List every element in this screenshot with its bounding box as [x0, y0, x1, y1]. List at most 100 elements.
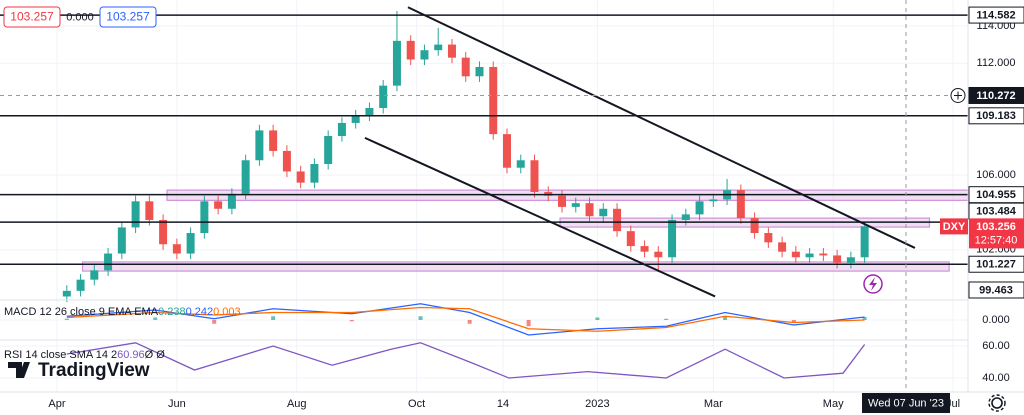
- candle-body: [736, 190, 745, 219]
- candle-body: [434, 44, 443, 51]
- candle-body: [516, 160, 525, 168]
- time-crosshair-tag: Wed 07 Jun '23: [862, 393, 950, 413]
- y-tick-label: 112.000: [977, 57, 1016, 69]
- price-line-tag-label: 101.227: [976, 259, 1016, 271]
- candle-body: [172, 244, 181, 254]
- candle-body: [255, 130, 264, 161]
- time-crosshair-label: Wed 07 Jun '23: [868, 397, 944, 409]
- indicator-line: [66, 303, 865, 336]
- price-line-tag: 101.227: [968, 255, 1024, 273]
- logo: [8, 362, 30, 378]
- settings-icon[interactable]: [988, 394, 1006, 412]
- candle-body: [640, 246, 649, 252]
- x-tick-label: Oct: [408, 398, 425, 410]
- candle-body: [145, 201, 154, 220]
- candle-body: [324, 136, 333, 164]
- macd-histogram-bar: [723, 316, 728, 320]
- macd-histogram-bar: [862, 317, 867, 320]
- price-tag-label: 99.463: [979, 284, 1013, 296]
- indicator-value: 0.003: [213, 306, 241, 318]
- indicator-legend: RSI 14 close SMA 14 260.96Ø Ø: [4, 349, 165, 361]
- candle-body: [860, 226, 869, 258]
- candle-body: [681, 214, 690, 220]
- candle-body: [819, 253, 828, 256]
- candle-body: [296, 171, 305, 183]
- macd-histogram-bar: [526, 320, 531, 327]
- candle-body: [544, 191, 553, 196]
- candle-body: [227, 193, 236, 209]
- x-tick-label: Mar: [704, 398, 723, 410]
- indicator-title: RSI 14 close SMA 14 2: [4, 349, 117, 361]
- candle-body: [709, 199, 718, 202]
- candle-body: [379, 85, 388, 109]
- price-line-tag: 103.484: [968, 202, 1024, 220]
- price-line-tag-box: [968, 255, 1024, 273]
- price-line-tag: 104.955: [968, 186, 1024, 204]
- candle-body: [447, 44, 456, 58]
- candle-body: [76, 279, 85, 291]
- macd-histogram-bar: [153, 317, 158, 320]
- candle-body: [585, 203, 594, 217]
- candle-body: [805, 253, 814, 258]
- crosshair-plus[interactable]: [950, 87, 966, 103]
- price-tag: 99.463: [968, 281, 1024, 299]
- indicator-value: 0.238: [158, 306, 186, 318]
- candle-body: [461, 57, 470, 77]
- y-tick-label: 40.00: [982, 372, 1010, 384]
- crosshair-tag-label: 110.272: [976, 90, 1015, 102]
- candle-body: [654, 251, 663, 258]
- price-tag-box: [968, 281, 1024, 299]
- symbol-tag: DXY: [940, 218, 968, 235]
- symbol-label: DXY: [943, 221, 966, 233]
- candle-body: [159, 219, 168, 245]
- macd-histogram-bar: [418, 316, 423, 320]
- y-tick-label: 0.000: [982, 314, 1010, 326]
- sell-box[interactable]: [3, 6, 61, 28]
- price-line-tag: 109.183: [968, 107, 1024, 125]
- candle-body: [791, 251, 800, 258]
- candle-body: [750, 218, 759, 234]
- buy-box[interactable]: [99, 6, 157, 28]
- candle-body: [778, 242, 787, 252]
- price-line-tag-box: [968, 6, 1024, 24]
- alert-icon[interactable]: [863, 274, 883, 294]
- plus-sign: [954, 91, 962, 100]
- x-tick-label: 14: [497, 398, 509, 410]
- macd-histogram-bar: [64, 318, 69, 320]
- candle-body: [337, 122, 346, 137]
- crosshair-tag-box: [968, 86, 1024, 104]
- indicator-extra: Ø Ø: [145, 349, 166, 361]
- candle-body: [406, 40, 415, 60]
- price-line-tag-label: 114.582: [976, 9, 1015, 21]
- candle-body: [365, 108, 374, 116]
- last-price-box: [969, 218, 1024, 249]
- candle-body: [200, 201, 209, 234]
- candle-body: [351, 115, 360, 123]
- candle-body: [599, 208, 608, 217]
- candle-body: [310, 163, 319, 183]
- candle-body: [117, 227, 126, 254]
- y-tick-label: 106.000: [976, 169, 1016, 181]
- buy-price: 103.257: [106, 10, 150, 24]
- price-line-tag-label: 109.183: [976, 110, 1016, 122]
- candle-body: [90, 270, 99, 280]
- indicator-legend: MACD 12 26 close 9 EMA EMA0.2380.2420.00…: [4, 306, 241, 318]
- candle-body: [764, 233, 773, 243]
- candle-body: [571, 203, 580, 207]
- countdown-label: 12:57:40: [975, 234, 1018, 246]
- candle-body: [502, 134, 511, 168]
- last-price-label: 103.256: [976, 221, 1016, 233]
- zone: [81, 261, 950, 272]
- trend-line: [364, 136, 716, 298]
- candle-body: [420, 50, 429, 60]
- candle-body: [282, 150, 291, 172]
- candle-body: [833, 255, 842, 263]
- candle-body: [104, 253, 113, 271]
- price-line-tag-label: 103.484: [976, 206, 1017, 218]
- trend-line: [407, 6, 916, 249]
- x-tick-label: Apr: [48, 398, 65, 410]
- candle-body: [558, 195, 567, 207]
- x-tick-label: 2023: [585, 398, 609, 410]
